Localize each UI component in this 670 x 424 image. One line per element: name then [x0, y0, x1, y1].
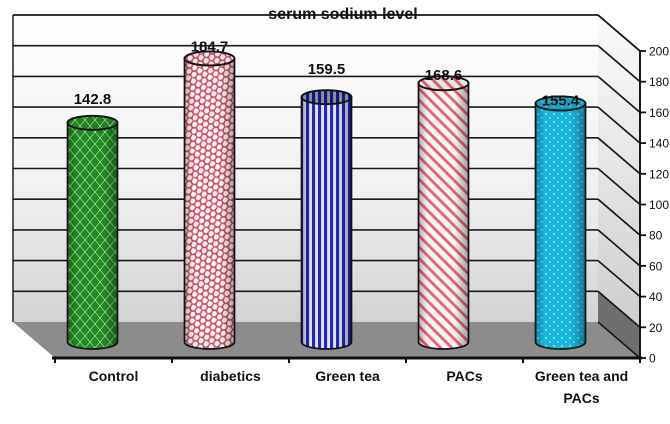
bar-value-label: 168.6	[425, 67, 463, 84]
category-label: Green tea and	[535, 368, 628, 384]
y-tick-label: 160	[649, 106, 669, 120]
gridline-depth	[597, 290, 641, 328]
bar-top-ellipse	[300, 89, 353, 106]
right-wall-base-band	[598, 291, 640, 358]
axes	[12, 14, 642, 360]
bar-value-label: 159.5	[308, 61, 346, 78]
gridline-depth	[597, 75, 641, 114]
gridline-depth	[597, 137, 641, 175]
category-label: Green tea	[315, 368, 380, 384]
bar-body-shading	[184, 58, 235, 349]
bar-top-shade	[184, 51, 235, 66]
chart-title: serum sodium level	[268, 6, 417, 23]
bar-value-label: 142.8	[74, 91, 112, 108]
gridline-depth	[597, 321, 641, 359]
category-label: PACs	[446, 368, 483, 384]
axis-ticks: 0 20 40 60 80 100 120 140 160 180 200	[54, 45, 669, 366]
y-tick-label: 120	[649, 167, 669, 181]
y-tick-label: 60	[649, 259, 663, 273]
bar-body-shading	[535, 103, 586, 349]
gridline-depth	[597, 45, 641, 83]
bar-top-shade	[301, 90, 352, 105]
bar-body-shading	[67, 122, 118, 349]
y-tick-label: 40	[649, 290, 663, 304]
y-tick-label: 100	[649, 198, 669, 212]
gridline-depth	[597, 167, 641, 206]
bar-top-ellipse	[66, 114, 119, 131]
bar-top-shade	[535, 96, 586, 111]
gridline-depth	[597, 198, 641, 236]
top-depth-line	[597, 14, 641, 52]
gridline-depth	[597, 106, 641, 144]
y-tick-label: 140	[649, 137, 669, 151]
category-label: PACs	[563, 390, 600, 406]
labels: 142.8 184.7 159.5 168.6 155.4 Control diabetic…	[74, 38, 628, 406]
category-label: Control	[89, 368, 139, 384]
y-tick-label: 20	[649, 321, 663, 335]
bar-top-ellipse	[183, 50, 236, 67]
bar-top-ellipse	[417, 75, 470, 92]
bar-value-label: 155.4	[542, 92, 580, 109]
bar-top-ellipse	[534, 95, 587, 112]
y-tick-label: 180	[649, 75, 669, 89]
y-tick-label: 0	[649, 352, 656, 366]
bar-body-shading	[301, 97, 352, 349]
gridline-depth	[597, 259, 641, 298]
y-tick-label: 80	[649, 229, 663, 243]
bar-body-shading	[418, 83, 469, 349]
category-label: diabetics	[200, 368, 261, 384]
bar-value-label: 184.7	[191, 38, 229, 55]
bar-top-shade	[418, 76, 469, 91]
gridline-depth	[597, 229, 641, 267]
y-tick-label: 200	[649, 45, 669, 59]
bar-top-shade	[67, 115, 118, 130]
bars	[66, 50, 587, 350]
